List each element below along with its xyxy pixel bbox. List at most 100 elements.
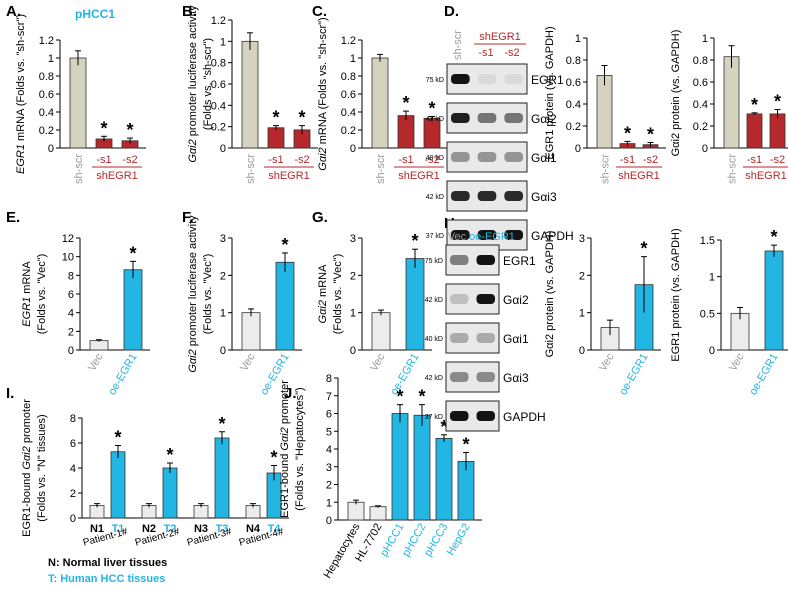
blot-kd-marker: 40 kD <box>426 155 444 162</box>
y-tick-label: 10 <box>62 252 74 264</box>
significance-star: * <box>418 387 425 407</box>
y-tick-label: 0 <box>350 345 356 357</box>
y-tick-label: 0 <box>48 143 54 155</box>
y-axis-label-line2: (Folds vs. "Vec") <box>332 254 344 335</box>
y-tick-label: 0 <box>68 345 74 357</box>
blot-kd-marker: 42 kD <box>425 297 443 304</box>
category-label: N1 <box>90 523 104 535</box>
chart-h1: 0 1 2 3 * Gαi2 protein (vs. GAPDH) Vec oe-EGR1 <box>544 231 661 397</box>
y-tick-label: 0.8 <box>566 55 581 67</box>
blot-lane-label: sh-scr <box>452 30 464 60</box>
y-axis-label-part: promoter <box>21 399 33 446</box>
category-label: T2 <box>164 523 177 535</box>
y-tick-label: 1 <box>709 272 715 284</box>
y-tick-label: 1 <box>702 33 708 45</box>
y-tick-label: 0.4 <box>693 99 708 111</box>
y-tick-label: 3 <box>220 233 226 245</box>
bar-t1 <box>110 451 126 519</box>
y-tick-label: 1.2 <box>211 15 226 27</box>
category-label: N2 <box>142 523 156 535</box>
y-axis-label-part: EGR1 <box>21 297 33 327</box>
blot-band <box>450 294 469 304</box>
y-axis-label-part: EGR1 <box>15 144 27 174</box>
category-label: -s2 <box>294 154 309 166</box>
y-axis-label: EGR1 protein (vs. GAPDH) <box>670 228 682 361</box>
y-axis-label: EGR1 mRNA <box>21 261 33 327</box>
category-label: Vec <box>238 351 258 373</box>
blot-lane-label: oe-EGR1 <box>469 231 515 243</box>
group-label: shEGR1 <box>618 170 660 182</box>
significance-star: * <box>126 120 133 140</box>
y-tick-label: 3 <box>326 462 332 474</box>
category-label: sh-scr <box>73 154 85 184</box>
y-tick-label: 4 <box>70 463 76 475</box>
category-label: T1 <box>112 523 125 535</box>
blot-band <box>504 113 523 123</box>
y-tick-label: 0.2 <box>566 121 581 133</box>
bar-hepatocytes <box>347 501 365 521</box>
blot-band <box>451 74 470 84</box>
y-tick-label: 0 <box>575 143 581 155</box>
blot-band <box>504 74 523 84</box>
y-axis-label: EGR1 mRNA (Folds vs. "sh-scr") <box>15 14 27 174</box>
blot-row-label: Gαi1 <box>503 332 529 346</box>
footnote-hcc: T: Human HCC tissues <box>48 573 165 585</box>
y-tick-label: 5 <box>326 426 332 438</box>
y-axis-label: EGR1 protein (vs. GAPDH) <box>544 26 556 159</box>
y-tick-label: 12 <box>62 233 74 245</box>
y-tick-label: 1.2 <box>341 35 356 47</box>
y-axis-label-part: promoter <box>279 380 291 427</box>
category-label: T3 <box>216 523 229 535</box>
category-label: -s1 <box>620 154 635 166</box>
blot-band <box>476 294 495 304</box>
y-tick-label: 1 <box>48 53 54 65</box>
blot-lane-label: Vec <box>448 231 467 243</box>
category-label: sh-scr <box>600 154 612 184</box>
y-tick-label: 0 <box>326 515 332 527</box>
y-tick-label: 0.5 <box>700 308 715 320</box>
bar-t3 <box>214 437 230 519</box>
significance-star: * <box>166 445 173 465</box>
panel-letter-d: D. <box>444 3 459 20</box>
y-tick-label: 3 <box>579 233 585 245</box>
y-axis-label: Gαi2 promoter luciferase activity <box>187 5 199 163</box>
bar-phcc1 <box>391 413 409 521</box>
blot-band <box>451 152 470 162</box>
y-tick-label: 0.6 <box>39 89 54 101</box>
y-axis-label-part: Gαi2 <box>279 427 291 450</box>
bar-t2 <box>162 467 178 519</box>
blot-band <box>450 255 469 265</box>
chart-g: 0 1 2 3 * Gαi2 mRNA (Folds vs. "Vec") Vec oe-EGR… <box>317 231 432 397</box>
blot-kd-marker: 42 kD <box>425 375 443 382</box>
bar-sh-scr <box>69 57 87 149</box>
y-tick-label: 1.2 <box>39 35 54 47</box>
bar-sh-scr <box>723 56 740 149</box>
blot-kd-marker: 42 kD <box>426 116 444 123</box>
category-label: sh-scr <box>727 154 739 184</box>
significance-star: * <box>411 231 418 251</box>
panel-letter-a: A. <box>6 3 21 20</box>
bar--s1 <box>397 115 415 149</box>
y-tick-label: 6 <box>68 289 74 301</box>
y-axis-label-part: promoter luciferase activity <box>187 5 199 139</box>
chart-b: 0 0.2 0.4 0.6 0.8 1 1.2 * * Gαi2 promoter lucifer… <box>187 5 318 184</box>
y-axis-label-line2: (Folds vs. "sh-scr") <box>202 38 214 130</box>
significance-star: * <box>640 239 647 259</box>
category-label: N4 <box>246 523 261 535</box>
y-tick-label: 1 <box>350 308 356 320</box>
y-tick-label: 1 <box>350 53 356 65</box>
y-tick-label: 0 <box>579 345 585 357</box>
y-axis-label-part: mRNA (Folds vs. "sh-scr") <box>15 14 27 144</box>
significance-star: * <box>396 387 403 407</box>
y-tick-label: 0 <box>220 345 226 357</box>
blot-kd-marker: 37 kD <box>425 414 443 421</box>
bar-sh-scr <box>371 57 389 149</box>
bar-vec <box>241 312 261 351</box>
category-label: -s2 <box>122 154 137 166</box>
y-axis-label-part: EGR1 protein (vs. GAPDH) <box>544 26 556 159</box>
y-tick-label: 0.6 <box>693 77 708 89</box>
category-label: Vec <box>597 351 617 373</box>
bar--s1 <box>267 127 285 149</box>
category-label: Vec <box>368 351 388 373</box>
